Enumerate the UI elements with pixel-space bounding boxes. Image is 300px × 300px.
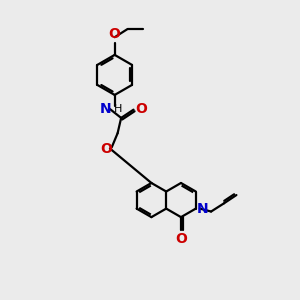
Text: O: O — [109, 27, 121, 41]
Text: O: O — [175, 232, 187, 246]
Text: H: H — [114, 104, 122, 114]
Text: O: O — [136, 102, 147, 116]
Text: N: N — [197, 202, 209, 216]
Text: O: O — [100, 142, 112, 155]
Text: N: N — [100, 102, 112, 116]
